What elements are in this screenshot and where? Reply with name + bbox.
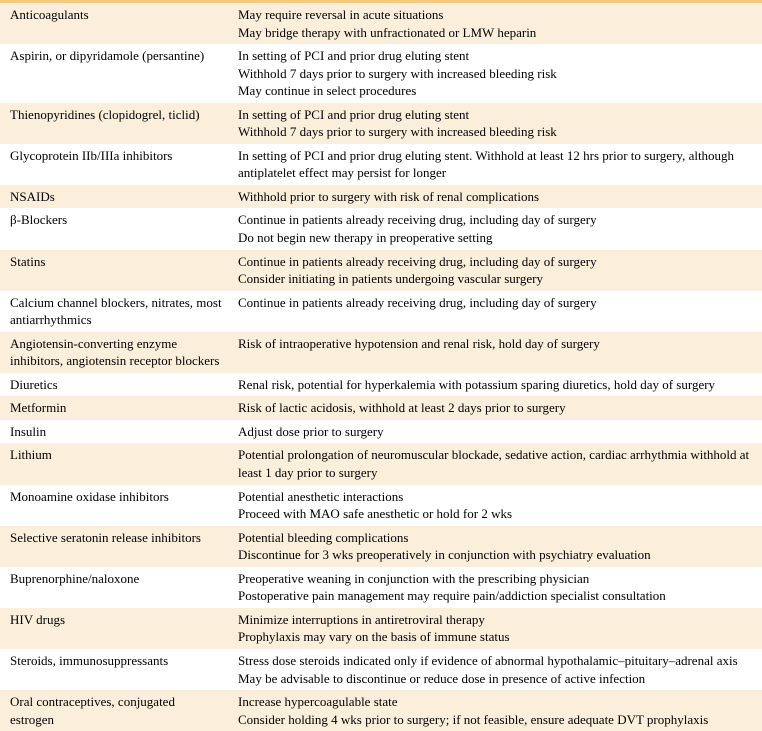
notes-cell: Minimize interruptions in antiretroviral… (230, 608, 762, 649)
note-line: Increase hypercoagulable state (238, 693, 754, 711)
drug-cell: Buprenorphine/naloxone (0, 567, 230, 608)
notes-cell: Continue in patients already receiving d… (230, 291, 762, 332)
table-row: Angiotensin-converting enzyme inhibitors… (0, 332, 762, 373)
note-line: Do not begin new therapy in preoperative… (238, 229, 754, 247)
drug-cell: Aspirin, or dipyridamole (persantine) (0, 44, 230, 103)
notes-cell: Withhold prior to surgery with risk of r… (230, 185, 762, 209)
drug-cell: Monoamine oxidase inhibitors (0, 485, 230, 526)
drug-cell: Insulin (0, 420, 230, 444)
drug-cell: NSAIDs (0, 185, 230, 209)
note-line: Risk of lactic acidosis, withhold at lea… (238, 399, 754, 417)
drug-cell: Steroids, immunosuppressants (0, 649, 230, 690)
note-line: Stress dose steroids indicated only if e… (238, 652, 754, 670)
note-line: Renal risk, potential for hyperkalemia w… (238, 376, 754, 394)
drug-cell: Statins (0, 250, 230, 291)
drug-cell: Thienopyridines (clopidogrel, ticlid) (0, 103, 230, 144)
notes-cell: Risk of intraoperative hypotension and r… (230, 332, 762, 373)
drug-cell: Lithium (0, 443, 230, 484)
notes-cell: In setting of PCI and prior drug eluting… (230, 144, 762, 185)
table-body: AnticoagulantsMay require reversal in ac… (0, 0, 762, 731)
notes-cell: Continue in patients already receiving d… (230, 250, 762, 291)
drug-cell: Angiotensin-converting enzyme inhibitors… (0, 332, 230, 373)
note-line: May bridge therapy with unfractionated o… (238, 24, 754, 42)
note-line: Withhold 7 days prior to surgery with in… (238, 65, 754, 83)
drug-cell: Oral contraceptives, conjugated estrogen (0, 690, 230, 731)
notes-cell: Stress dose steroids indicated only if e… (230, 649, 762, 690)
table-row: LithiumPotential prolongation of neuromu… (0, 443, 762, 484)
drug-cell: Selective seratonin release inhibitors (0, 526, 230, 567)
table-row: Selective seratonin release inhibitorsPo… (0, 526, 762, 567)
table-row: Metformin Risk of lactic acidosis, withho… (0, 396, 762, 420)
note-line: Risk of intraoperative hypotension and r… (238, 335, 754, 353)
table-row: Diuretics Renal risk, potential for hyper… (0, 373, 762, 397)
note-line: Discontinue for 3 wks preoperatively in … (238, 546, 754, 564)
drug-cell: Calcium channel blockers, nitrates, most… (0, 291, 230, 332)
notes-cell: May require reversal in acute situations… (230, 3, 762, 44)
note-line: Continue in patients already receiving d… (238, 294, 754, 312)
note-line: In setting of PCI and prior drug eluting… (238, 106, 754, 124)
note-line: Prophylaxis may vary on the basis of imm… (238, 628, 754, 646)
note-line: In setting of PCI and prior drug eluting… (238, 47, 754, 65)
note-line: Potential prolongation of neuromuscular … (238, 446, 754, 481)
note-line: Adjust dose prior to surgery (238, 423, 754, 441)
table-row: Buprenorphine/naloxone Preoperative weani… (0, 567, 762, 608)
table-row: β-Blockers Continue in patients already r… (0, 208, 762, 249)
note-line: Preoperative weaning in conjunction with… (238, 570, 754, 588)
note-line: Consider initiating in patients undergoi… (238, 270, 754, 288)
notes-cell: Continue in patients already receiving d… (230, 208, 762, 249)
drug-cell: Diuretics (0, 373, 230, 397)
notes-cell: Potential anesthetic interactionsProceed… (230, 485, 762, 526)
table-row: Calcium channel blockers, nitrates, most… (0, 291, 762, 332)
drug-cell: Anticoagulants (0, 3, 230, 44)
table-row: Glycoprotein IIb/IIIa inhibitorsIn setti… (0, 144, 762, 185)
table-row: HIV drugs Minimize interruptions in antir… (0, 608, 762, 649)
notes-cell: Increase hypercoagulable stateConsider h… (230, 690, 762, 731)
table-row: Monoamine oxidase inhibitorsPotential an… (0, 485, 762, 526)
notes-cell: Potential prolongation of neuromuscular … (230, 443, 762, 484)
notes-cell: Adjust dose prior to surgery (230, 420, 762, 444)
notes-cell: Risk of lactic acidosis, withhold at lea… (230, 396, 762, 420)
note-line: In setting of PCI and prior drug eluting… (238, 147, 754, 182)
medication-table: AnticoagulantsMay require reversal in ac… (0, 0, 762, 731)
table-row: Aspirin, or dipyridamole (persantine) In … (0, 44, 762, 103)
notes-cell: In setting of PCI and prior drug eluting… (230, 44, 762, 103)
notes-cell: In setting of PCI and prior drug eluting… (230, 103, 762, 144)
drug-cell: Glycoprotein IIb/IIIa inhibitors (0, 144, 230, 185)
notes-cell: Preoperative weaning in conjunction with… (230, 567, 762, 608)
drug-cell: Metformin (0, 396, 230, 420)
table-row: Thienopyridines (clopidogrel, ticlid) In … (0, 103, 762, 144)
note-line: Proceed with MAO safe anesthetic or hold… (238, 505, 754, 523)
note-line: Withhold prior to surgery with risk of r… (238, 188, 754, 206)
note-line: Potential bleeding complications (238, 529, 754, 547)
note-line: Potential anesthetic interactions (238, 488, 754, 506)
note-line: Continue in patients already receiving d… (238, 253, 754, 271)
table-row: Steroids, immunosuppressants Stress dose … (0, 649, 762, 690)
drug-cell: HIV drugs (0, 608, 230, 649)
table-row: Oral contraceptives, conjugated estrogen… (0, 690, 762, 731)
notes-cell: Renal risk, potential for hyperkalemia w… (230, 373, 762, 397)
note-line: May require reversal in acute situations (238, 6, 754, 24)
note-line: May continue in select procedures (238, 82, 754, 100)
table-row: NSAIDs Withhold prior to surgery with ris… (0, 185, 762, 209)
table-row: AnticoagulantsMay require reversal in ac… (0, 3, 762, 44)
note-line: May be advisable to discontinue or reduc… (238, 670, 754, 688)
note-line: Minimize interruptions in antiretroviral… (238, 611, 754, 629)
note-line: Continue in patients already receiving d… (238, 211, 754, 229)
note-line: Withhold 7 days prior to surgery with in… (238, 123, 754, 141)
table-row: Insulin Adjust dose prior to surgery (0, 420, 762, 444)
table-row: Statins Continue in patients already rece… (0, 250, 762, 291)
drug-cell: β-Blockers (0, 208, 230, 249)
note-line: Postoperative pain management may requir… (238, 587, 754, 605)
notes-cell: Potential bleeding complicationsDisconti… (230, 526, 762, 567)
